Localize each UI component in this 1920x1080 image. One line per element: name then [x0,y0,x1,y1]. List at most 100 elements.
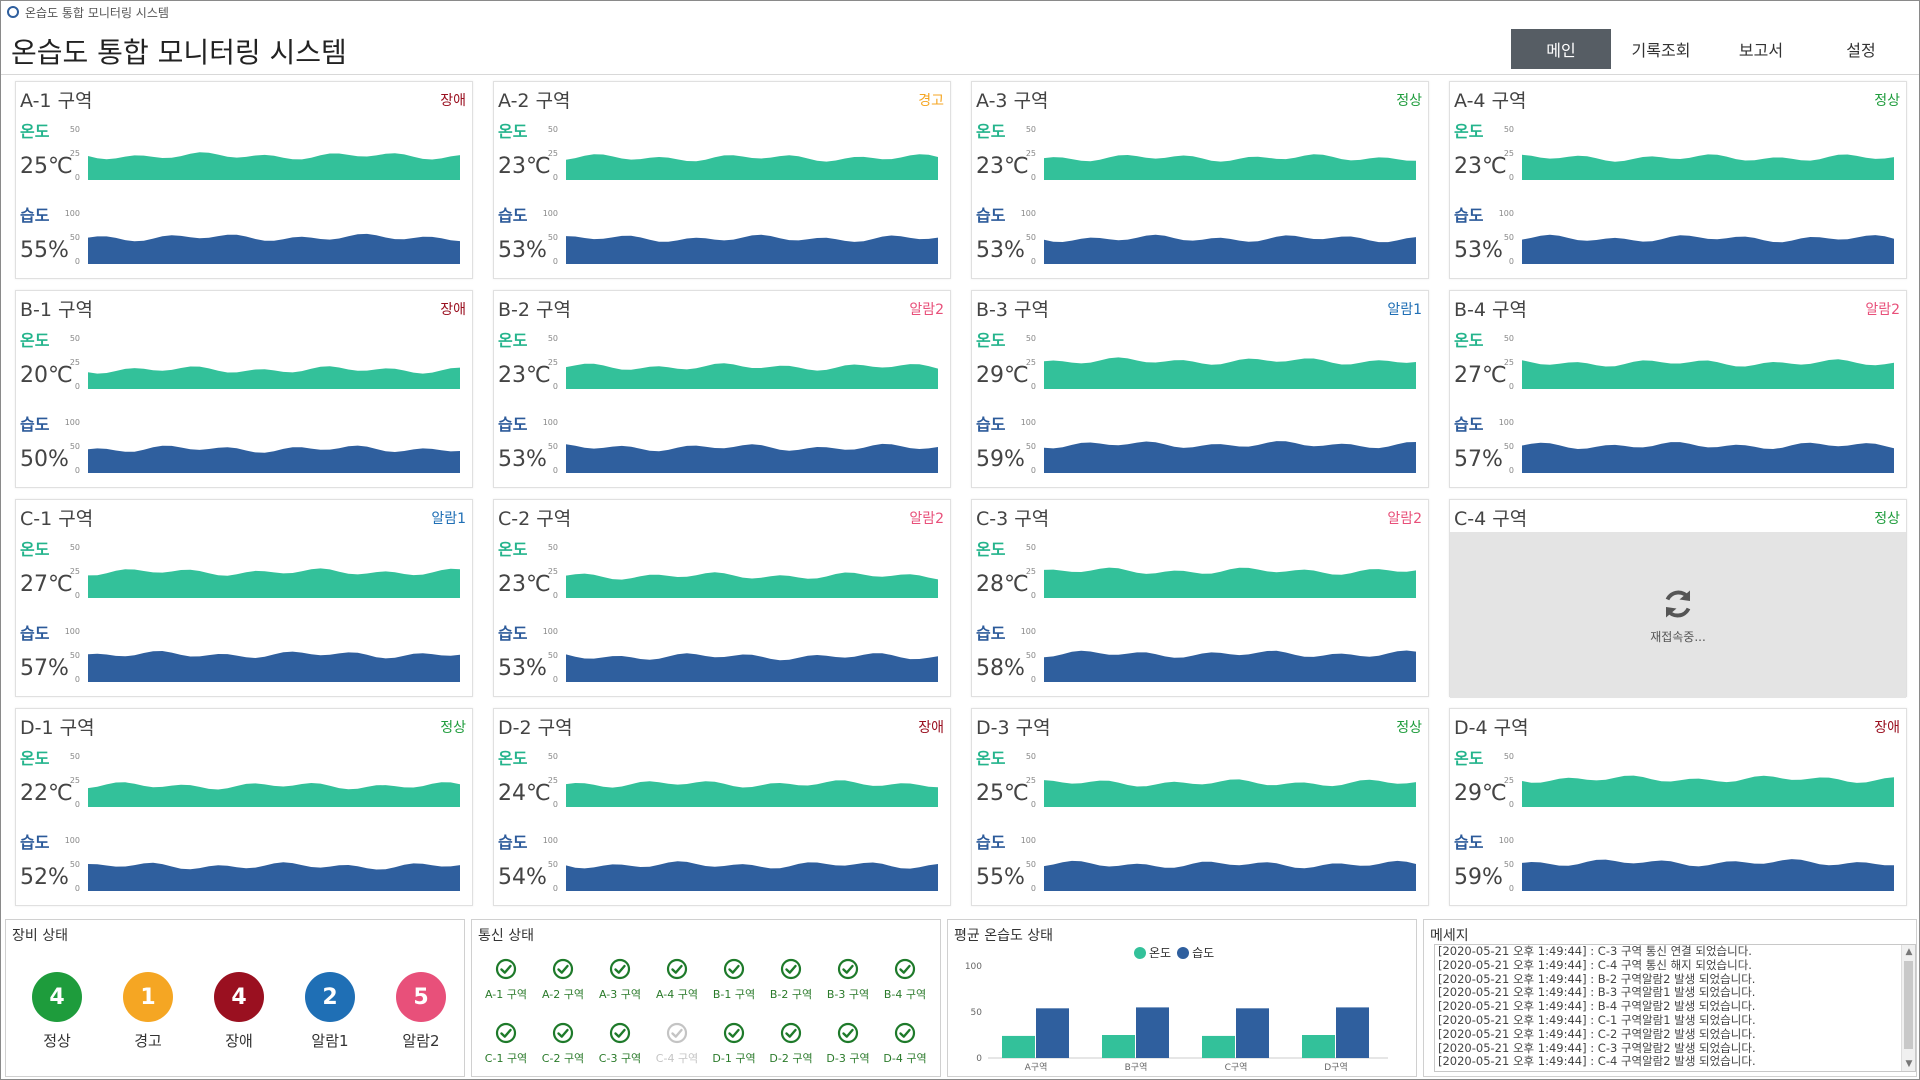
axis-tick-label: 50 [70,233,80,242]
temp-area [1044,567,1416,598]
message-scrollbar[interactable]: ▲ ▼ [1901,945,1915,1071]
axis-tick-label: 0 [553,675,558,684]
comm-status-item: C-2 구역 [537,1022,589,1066]
tab-3[interactable]: 설정 [1846,41,1876,60]
zone-name: D-2 구역 [498,717,573,739]
temp-value: 28℃ [976,572,1029,597]
axis-tick-label: 0 [75,591,80,600]
check-circle-icon [495,1022,517,1044]
axis-tick-label: 50 [1504,125,1514,134]
hum-area [566,861,938,891]
zone-card[interactable]: D-1 구역 정상 온도 22℃ 습도 52% 50 25 0 100 50 0 [15,708,473,906]
comm-status-item: B-3 구역 [822,958,874,1002]
hum-area [1044,650,1416,682]
zone-card[interactable]: C-1 구역 알람1 온도 27℃ 습도 57% 50 25 0 100 50 0 [15,499,473,697]
comm-status-item: D-1 구역 [708,1022,760,1066]
check-circle-icon [666,1022,688,1044]
bar-hum [1236,1008,1269,1058]
hum-trend-chart: 100 50 0 [65,209,460,266]
axis-tick-label: 0 [1509,466,1514,475]
device-status-title: 장비 상태 [12,928,68,944]
zone-name: B-4 구역 [1454,299,1527,321]
tab-1[interactable]: 기록조회 [1631,41,1691,60]
axis-tick-label: 100 [1021,836,1036,845]
zone-card[interactable]: A-2 구역 경고 온도 23℃ 습도 53% 50 25 0 100 50 0 [493,81,951,279]
temp-area [566,572,938,598]
reconnecting-text: 재접속중... [1650,629,1706,644]
temp-trend-chart: 50 25 0 [1026,125,1416,182]
axis-tick-label: 0 [553,382,558,391]
temp-trend-chart: 50 25 0 [1504,334,1894,391]
zone-card[interactable]: B-4 구역 알람2 온도 27℃ 습도 57% 50 25 0 100 50 0 [1449,290,1907,488]
temp-label: 온도 [976,749,1006,768]
zone-card[interactable]: B-1 구역 장애 온도 20℃ 습도 50% 50 25 0 100 50 0 [15,290,473,488]
zone-card[interactable]: A-3 구역 정상 온도 23℃ 습도 53% 50 25 0 100 50 0 [971,81,1429,279]
scroll-down-icon[interactable]: ▼ [1905,1059,1913,1069]
zone-card[interactable]: B-2 구역 알람2 온도 23℃ 습도 53% 50 25 0 100 50 0 [493,290,951,488]
temp-label: 온도 [20,749,50,768]
scroll-up-icon[interactable]: ▲ [1905,947,1913,957]
temp-area [1522,359,1894,389]
tab-0[interactable]: 메인 [1511,29,1611,69]
hum-trend-chart: 100 50 0 [1499,209,1894,266]
comm-zone-label: B-3 구역 [826,988,870,1001]
axis-tick-label: 25 [1026,149,1036,158]
hum-value: 57% [20,656,69,681]
comm-zone-label: B-1 구역 [712,988,756,1001]
hum-label: 습도 [498,833,528,852]
zone-name: A-2 구역 [498,90,571,112]
zone-status-badge: 경고 [918,93,944,109]
zone-name: D-1 구역 [20,717,95,739]
axis-tick-label: 50 [70,860,80,869]
zone-card[interactable]: C-2 구역 알람2 온도 23℃ 습도 53% 50 25 0 100 50 0 [493,499,951,697]
hum-value: 59% [976,447,1025,472]
zone-card[interactable]: D-3 구역 정상 온도 25℃ 습도 55% 50 25 0 100 50 0 [971,708,1429,906]
status-count-badge: 4 [214,972,264,1022]
temp-area [566,154,938,180]
axis-tick-label: 25 [1026,358,1036,367]
temp-value: 20℃ [20,363,73,388]
zone-card[interactable]: B-3 구역 알람1 온도 29℃ 습도 59% 50 25 0 100 50 0 [971,290,1429,488]
comm-status-item: B-1 구역 [708,958,760,1002]
comm-status-item: B-2 구역 [765,958,817,1002]
axis-tick-label: 0 [75,675,80,684]
x-tick-label: C구역 [1225,1062,1248,1073]
scroll-thumb[interactable] [1904,961,1913,1049]
zone-card[interactable]: A-4 구역 정상 온도 23℃ 습도 53% 50 25 0 100 50 0 [1449,81,1907,279]
temp-trend-chart: 50 25 0 [70,752,460,809]
hum-area [88,651,460,682]
temp-value: 29℃ [1454,781,1507,806]
zone-card[interactable]: C-4 구역 정상 재접속중... [1449,499,1907,698]
zone-card[interactable]: C-3 구역 알람2 온도 28℃ 습도 58% 50 25 0 100 50 0 [971,499,1429,697]
axis-tick-label: 100 [65,418,80,427]
temp-trend-chart: 50 25 0 [1026,752,1416,809]
temp-value: 27℃ [20,572,73,597]
hum-label: 습도 [498,624,528,643]
message-line: [2020-05-21 오후 1:49:44] : B-2 구역알람2 발생 되… [1438,971,1756,986]
zone-card[interactable]: D-2 구역 장애 온도 24℃ 습도 54% 50 25 0 100 50 0 [493,708,951,906]
hum-label: 습도 [976,415,1006,434]
page-title: 온습도 통합 모니터링 시스템 [11,36,347,69]
zone-card[interactable]: D-4 구역 장애 온도 29℃ 습도 59% 50 25 0 100 50 0 [1449,708,1907,906]
bar-temp [1002,1035,1035,1058]
hum-value: 52% [20,865,69,890]
axis-tick-label: 50 [548,752,558,761]
zone-status-badge: 정상 [440,720,466,736]
message-line: [2020-05-21 오후 1:49:44] : C-3 구역알람2 발생 되… [1438,1040,1756,1055]
hum-trend-chart: 100 50 0 [1021,627,1416,684]
hum-area [1044,441,1416,473]
temp-value: 23℃ [498,572,551,597]
temp-area [1522,154,1894,180]
tab-2[interactable]: 보고서 [1738,41,1784,60]
bottom-panels: 장비 상태 4 정상 1 경고 4 장애 2 알람1 5 알람2 통신 상태 A-1 구역 A-2 … [5,919,1917,1077]
zone-card[interactable]: A-1 구역 장애 온도 25℃ 습도 55% 50 25 0 100 50 0 [15,81,473,279]
message-log[interactable]: ▲ ▼ [2020-05-21 오후 1:49:44] : C-3 구역 통신 … [1434,944,1916,1072]
temp-value: 23℃ [498,154,551,179]
check-circle-icon [666,958,688,980]
comm-zone-label: D-1 구역 [712,1052,756,1065]
main-nav: 메인 기록조회 보고서 설정 [1511,29,1911,69]
axis-tick-label: 50 [70,543,80,552]
axis-tick-label: 0 [75,257,80,266]
legend-temp-label: 온도 [1149,946,1172,960]
axis-tick-label: 25 [70,776,80,785]
